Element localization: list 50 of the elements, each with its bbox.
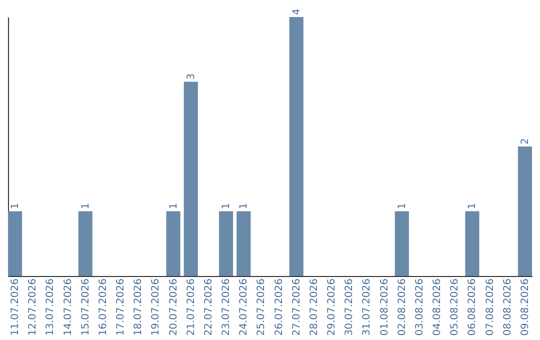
x-tick-label: 09.08.2026 <box>520 278 531 336</box>
x-tick-label: 14.07.2026 <box>62 278 74 336</box>
x-tick-label: 03.08.2026 <box>414 278 426 336</box>
x-tick-label: 18.07.2026 <box>133 278 144 336</box>
bar <box>78 211 92 276</box>
x-tick-label: 28.07.2026 <box>308 278 320 336</box>
data-label: 1 <box>80 202 92 210</box>
x-tick-label: 30.07.2026 <box>344 278 356 336</box>
x-tick-label: 31.07.2026 <box>362 278 373 336</box>
x-tick-label: 08.08.2026 <box>502 278 514 336</box>
bar <box>394 211 409 276</box>
bar <box>236 211 251 276</box>
x-tick-label: 21.07.2026 <box>186 278 197 336</box>
x-tick-label: 17.07.2026 <box>116 278 127 336</box>
data-label: 1 <box>10 202 22 210</box>
data-label: 1 <box>221 202 232 210</box>
x-tick-label: 15.07.2026 <box>80 278 92 336</box>
x-tick-label: 16.07.2026 <box>98 278 109 336</box>
x-tick-label: 07.08.2026 <box>484 278 496 336</box>
x-tick-label: 24.07.2026 <box>238 278 250 336</box>
x-tick-label: 13.07.2026 <box>45 278 56 336</box>
x-tick-label: 04.08.2026 <box>432 278 444 336</box>
x-tick-label: 20.07.2026 <box>168 278 180 336</box>
bar <box>289 17 304 276</box>
x-tick-label: 02.08.2026 <box>396 278 408 336</box>
bar <box>184 82 198 276</box>
data-label: 3 <box>186 73 197 80</box>
x-tick-label: 26.07.2026 <box>274 278 285 336</box>
data-label: 4 <box>291 8 302 15</box>
x-tick-label: 12.07.2026 <box>28 278 39 336</box>
x-tick-label: 29.07.2026 <box>326 278 338 336</box>
data-label: 2 <box>520 138 531 144</box>
x-tick-label: 25.07.2026 <box>256 278 268 336</box>
x-tick-label: 19.07.2026 <box>150 278 162 336</box>
data-label: 1 <box>396 202 408 210</box>
x-tick-label: 27.07.2026 <box>291 278 302 336</box>
data-label: 1 <box>168 202 180 210</box>
x-tick-label: 01.08.2026 <box>379 278 390 336</box>
x-tick-label: 22.07.2026 <box>203 278 214 336</box>
x-tick-label: 11.07.2026 <box>10 278 22 336</box>
bar <box>465 211 480 276</box>
bar <box>518 146 532 276</box>
x-tick-label: 23.07.2026 <box>221 278 232 336</box>
data-label: 1 <box>238 202 250 210</box>
bar <box>8 211 22 276</box>
x-tick-label: 06.08.2026 <box>467 278 478 336</box>
data-label: 1 <box>467 202 478 210</box>
bar <box>166 211 180 276</box>
x-tick-label: 05.08.2026 <box>450 278 461 336</box>
bar <box>219 211 234 276</box>
